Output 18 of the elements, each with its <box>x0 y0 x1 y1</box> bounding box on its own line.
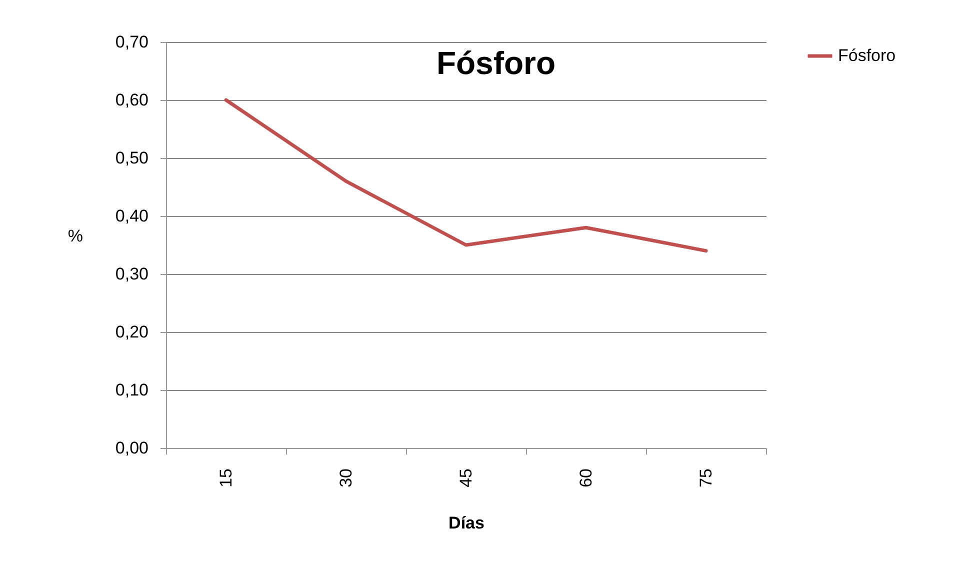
x-axis-title: Días <box>448 513 484 532</box>
line-series <box>224 98 708 253</box>
y-tick-label: 0,70 <box>115 32 148 52</box>
y-tick-label: 0,30 <box>115 264 148 284</box>
x-tick-label: 30 <box>336 468 356 488</box>
chart-title: Fósforo <box>436 45 556 81</box>
legend-label: Fósforo <box>838 46 896 65</box>
y-tick-label: 0,00 <box>115 438 148 458</box>
x-tick-label: 15 <box>216 468 236 488</box>
y-tick-label: 0,40 <box>115 206 148 226</box>
y-tick-label: 0,50 <box>115 148 148 168</box>
x-tick-label: 45 <box>456 468 476 488</box>
y-axis-title: % <box>68 226 83 246</box>
x-tick-label: 75 <box>696 468 716 488</box>
x-tick-label: 60 <box>576 468 596 488</box>
y-tick-label: 0,20 <box>115 322 148 342</box>
y-tick-label: 0,10 <box>115 380 148 400</box>
y-tick-label: 0,60 <box>115 90 148 110</box>
